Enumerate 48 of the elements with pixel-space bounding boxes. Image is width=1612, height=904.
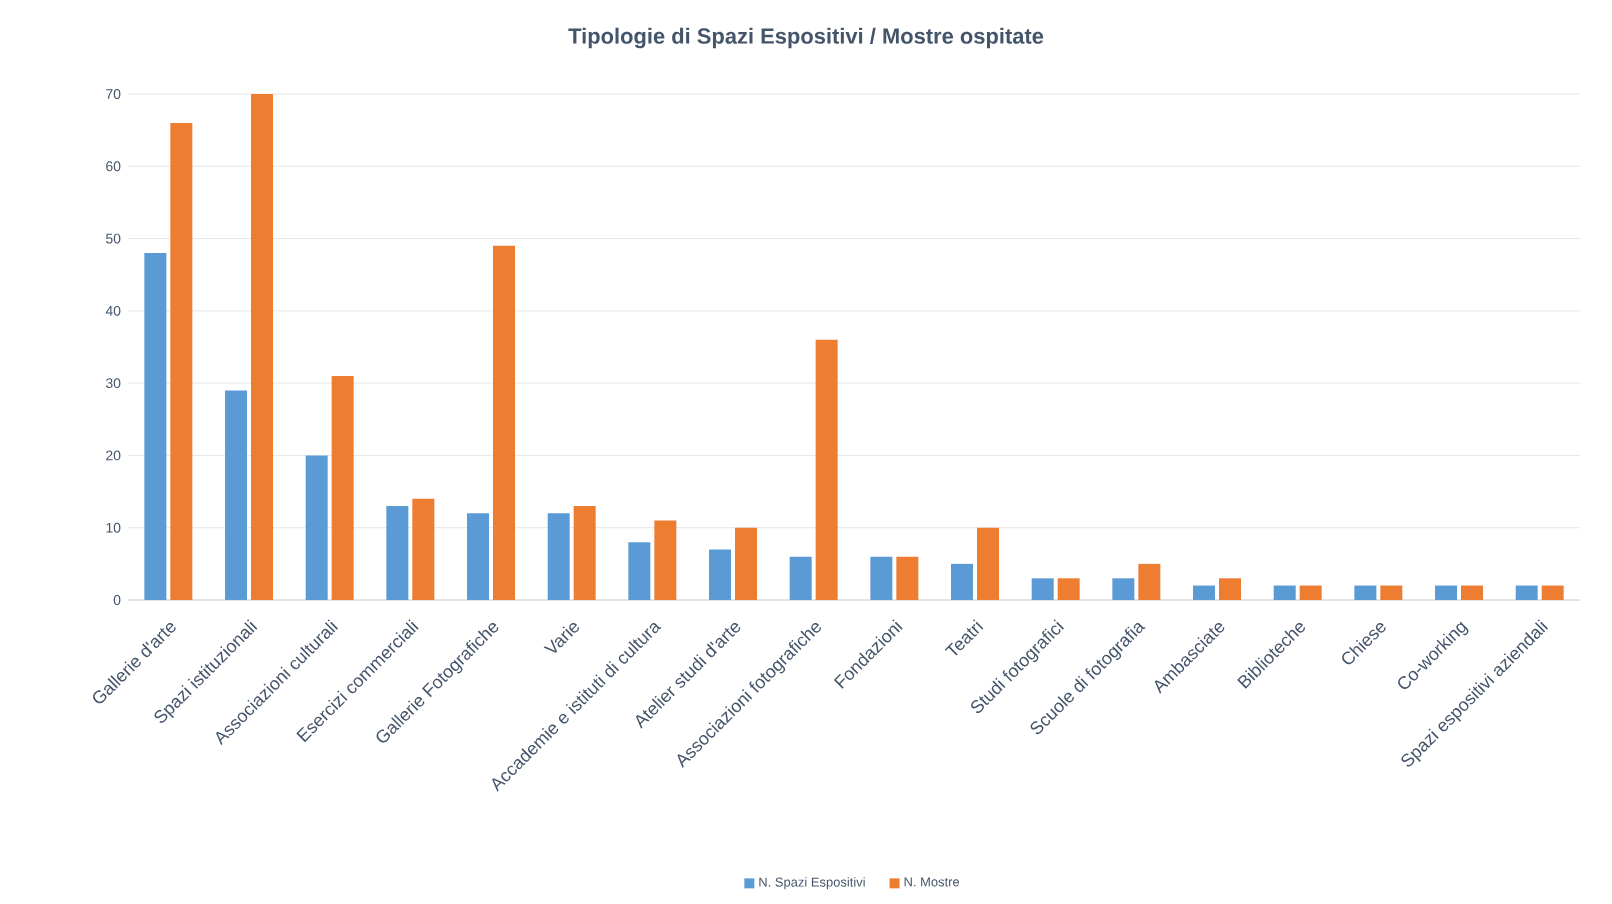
y-tick-label: 30 [105,378,121,389]
bar [331,375,354,600]
bar [1193,585,1216,600]
bar [1541,585,1564,600]
chart-title: Tipologie di Spazi Espositivi / Mostre ospitate [568,27,1044,49]
legend-label: N. Spazi Espositivi [759,877,865,890]
bar [305,455,328,600]
bar [1219,578,1241,600]
bar [815,339,838,600]
x-tick-label: Varie [543,623,579,653]
bar [225,390,248,600]
bar [789,556,812,600]
bar [977,527,999,600]
bar [170,122,193,600]
legend-label: N. Mostre [904,877,960,887]
bar [386,506,409,600]
y-tick-label: 70 [106,89,121,99]
y-tick-label: 10 [106,522,121,533]
bar [547,513,570,600]
bar [573,506,596,600]
bar [1461,585,1484,600]
bar [628,542,651,600]
bar [1299,585,1322,600]
bar [896,556,919,600]
bar [951,563,974,600]
bar [709,549,732,600]
bar [1354,585,1377,600]
y-tick-label: 50 [106,233,121,244]
bar [654,520,677,600]
bar [412,498,435,600]
bar [467,513,490,600]
bar [144,253,167,600]
bar [250,94,273,600]
bar [1031,578,1054,600]
y-tick-label: 20 [106,450,121,461]
bar [1435,585,1458,600]
bar [493,245,515,600]
bar [735,527,757,600]
bar [1112,578,1135,600]
bar [1273,585,1296,600]
bar [1515,585,1538,600]
bar [1057,578,1080,600]
bar [870,556,893,600]
y-tick-label: 60 [106,161,121,172]
bar [1138,563,1161,600]
bar [1380,585,1403,600]
y-tick-label: 40 [105,305,121,316]
y-tick-label: 0 [113,595,121,605]
